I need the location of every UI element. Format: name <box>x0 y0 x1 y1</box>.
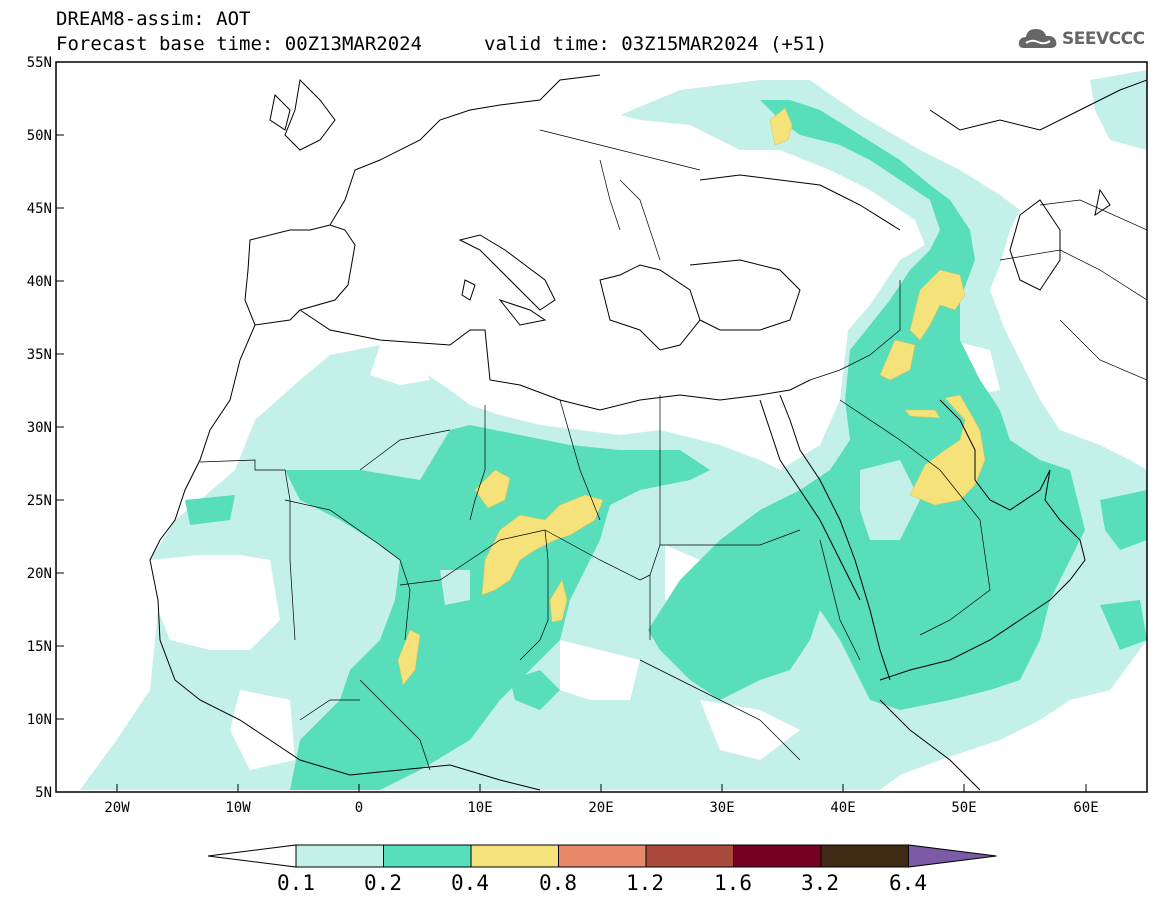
lon-label: 60E <box>1073 800 1098 816</box>
axis-ticks <box>56 61 1087 792</box>
colorbar-arrow-low <box>207 844 297 868</box>
colorbar-label: 0.1 <box>277 871 315 895</box>
lon-label: 0 <box>355 800 363 816</box>
aot-shading <box>80 70 1147 790</box>
colorbar-label: 0.8 <box>539 871 577 895</box>
seevccc-logo: SEEVCCC <box>1018 24 1145 54</box>
colorbar-arrow-high <box>908 844 997 868</box>
lat-label: 55N <box>27 55 52 71</box>
lat-label: 35N <box>27 347 52 363</box>
colorbar-segment <box>470 844 559 868</box>
lon-label: 10W <box>225 800 251 816</box>
lat-label: 10N <box>27 712 52 728</box>
colorbar-segment <box>645 844 734 868</box>
lon-label: 40E <box>830 800 855 816</box>
lon-label: 30E <box>709 800 734 816</box>
coastlines <box>149 74 1147 791</box>
lon-label: 20W <box>104 800 130 816</box>
colorbar-label: 0.2 <box>364 871 402 895</box>
colorbar-segment <box>295 844 384 868</box>
lat-label: 15N <box>27 639 52 655</box>
longitude-labels: 20W 10W 0 10E 20E 30E 40E 50E 60E <box>104 800 1098 816</box>
lon-label: 20E <box>588 800 613 816</box>
aot-class-0.4-0.8 <box>397 107 986 686</box>
colorbar-segment <box>733 844 822 868</box>
cloud-icon <box>1018 29 1057 48</box>
colorbar-label: 1.6 <box>714 871 752 895</box>
lat-label: 25N <box>27 493 52 509</box>
lon-label: 50E <box>951 800 976 816</box>
colorbar-segment <box>820 844 909 868</box>
colorbar <box>207 844 997 868</box>
lat-label: 50N <box>27 128 52 144</box>
colorbar-segment <box>558 844 647 868</box>
colorbar-label: 0.4 <box>451 871 489 895</box>
colorbar-label: 1.2 <box>626 871 664 895</box>
lat-label: 5N <box>35 785 52 801</box>
colorbar-label: 3.2 <box>801 871 839 895</box>
lat-label: 45N <box>27 201 52 217</box>
logo-text: SEEVCCC <box>1062 29 1145 49</box>
model-title: DREAM8-assim: AOT <box>56 8 251 30</box>
lat-label: 30N <box>27 420 52 436</box>
colorbar-labels: 0.1 0.2 0.4 0.8 1.2 1.6 3.2 6.4 <box>277 871 927 895</box>
aot-class-0.2-0.4 <box>185 100 1147 790</box>
colorbar-label: 6.4 <box>889 871 927 895</box>
country-borders <box>199 129 1147 771</box>
base-time: Forecast base time: 00Z13MAR2024 <box>56 33 423 55</box>
valid-time: valid time: 03Z15MAR2024 (+51) <box>484 33 828 55</box>
colorbar-segment <box>383 844 472 868</box>
lat-label: 40N <box>27 274 52 290</box>
lon-label: 10E <box>467 800 492 816</box>
latitude-labels: 55N 50N 45N 40N 35N 30N 25N 20N 15N 10N … <box>27 55 52 801</box>
lat-label: 20N <box>27 566 52 582</box>
